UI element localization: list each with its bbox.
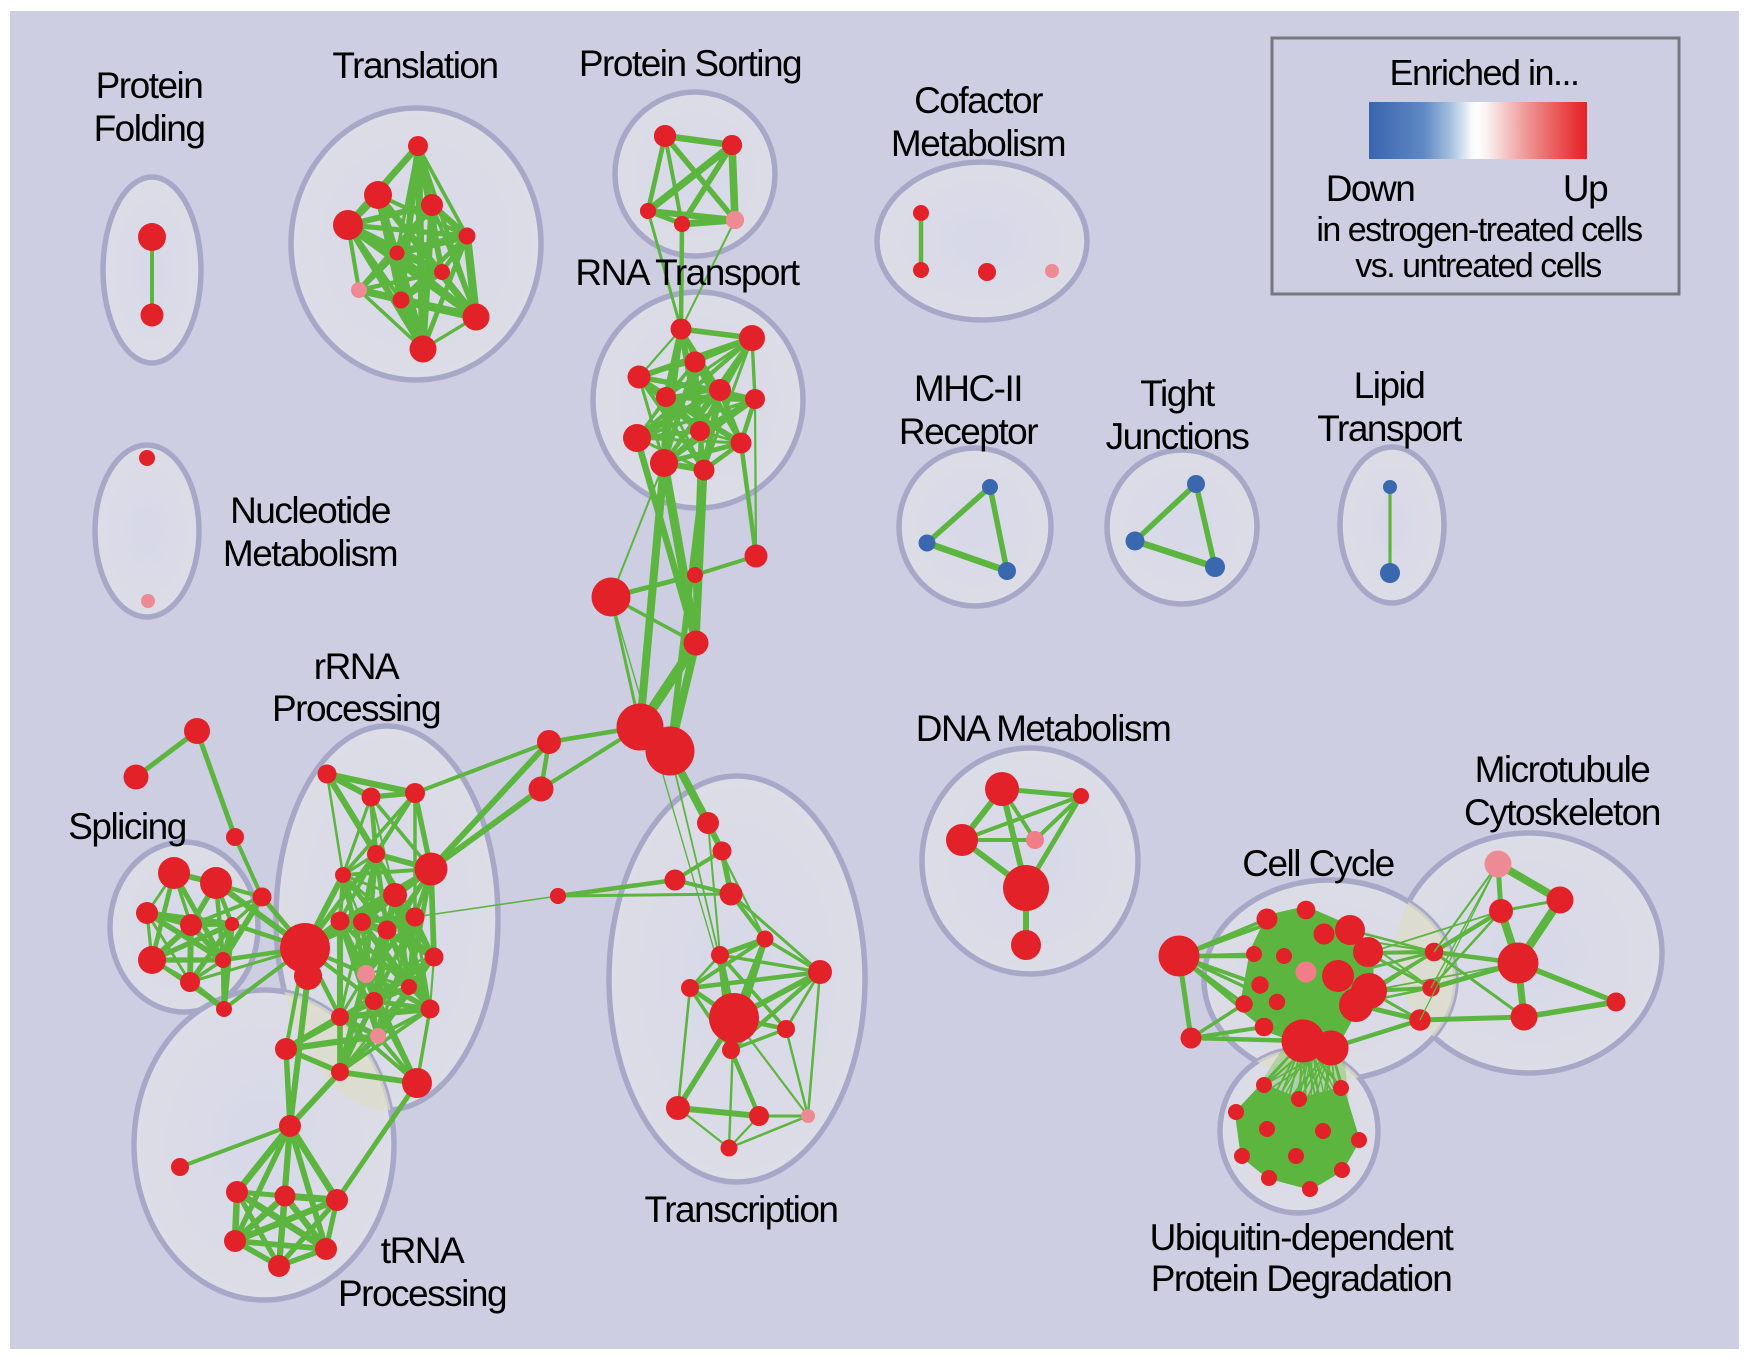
svg-text:Transport: Transport bbox=[1317, 408, 1463, 449]
svg-text:Microtubule: Microtubule bbox=[1475, 749, 1650, 790]
svg-text:tRNA: tRNA bbox=[381, 1230, 465, 1271]
svg-text:Processing: Processing bbox=[338, 1273, 506, 1314]
svg-text:Folding: Folding bbox=[94, 108, 205, 149]
svg-text:Lipid: Lipid bbox=[1354, 365, 1425, 406]
svg-text:Translation: Translation bbox=[332, 45, 497, 86]
svg-text:Cofactor: Cofactor bbox=[914, 80, 1043, 121]
svg-text:Processing: Processing bbox=[272, 688, 440, 729]
svg-text:Junctions: Junctions bbox=[1106, 416, 1250, 457]
svg-text:Metabolism: Metabolism bbox=[891, 123, 1065, 164]
svg-text:MHC-II: MHC-II bbox=[914, 368, 1022, 409]
svg-text:Up: Up bbox=[1563, 168, 1608, 209]
svg-text:DNA Metabolism: DNA Metabolism bbox=[916, 708, 1171, 749]
svg-text:Transcription: Transcription bbox=[645, 1189, 838, 1230]
svg-text:Metabolism: Metabolism bbox=[223, 533, 397, 574]
svg-text:Protein Sorting: Protein Sorting bbox=[579, 43, 801, 84]
svg-text:in estrogen-treated cells: in estrogen-treated cells bbox=[1316, 211, 1642, 249]
svg-text:Protein: Protein bbox=[96, 65, 203, 106]
svg-text:vs. untreated cells: vs. untreated cells bbox=[1355, 247, 1601, 285]
svg-text:Tight: Tight bbox=[1140, 373, 1216, 414]
svg-text:Cell Cycle: Cell Cycle bbox=[1242, 843, 1394, 884]
svg-text:RNA Transport: RNA Transport bbox=[575, 252, 800, 293]
svg-text:Cytoskeleton: Cytoskeleton bbox=[1464, 792, 1660, 833]
svg-text:Protein Degradation: Protein Degradation bbox=[1151, 1258, 1452, 1299]
svg-text:rRNA: rRNA bbox=[314, 646, 400, 687]
svg-text:Ubiquitin-dependent: Ubiquitin-dependent bbox=[1150, 1217, 1455, 1258]
svg-text:Nucleotide: Nucleotide bbox=[230, 490, 390, 531]
svg-text:Down: Down bbox=[1326, 168, 1415, 209]
svg-text:Receptor: Receptor bbox=[899, 411, 1038, 452]
svg-text:Enriched in...: Enriched in... bbox=[1389, 52, 1578, 93]
svg-text:Splicing: Splicing bbox=[68, 806, 186, 847]
